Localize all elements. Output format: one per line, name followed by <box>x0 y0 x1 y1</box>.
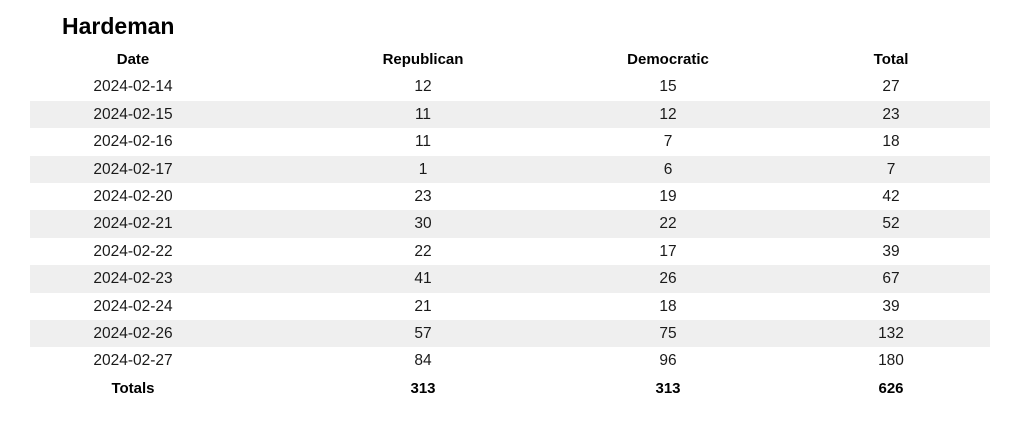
republican-cell: 30 <box>414 215 432 233</box>
republican-cell: 41 <box>414 270 432 288</box>
column-header-date: Date <box>116 51 150 68</box>
table-row: 2024-02-15 11 12 23 <box>30 100 990 129</box>
data-table: Date Republican Democratic Total 2024-02… <box>30 46 990 403</box>
totals-republican: 313 <box>410 379 436 397</box>
total-cell: 52 <box>882 215 900 233</box>
republican-cell: 84 <box>414 352 432 370</box>
democratic-cell: 22 <box>659 215 677 233</box>
republican-cell: 1 <box>418 160 428 178</box>
democratic-cell: 7 <box>663 133 673 151</box>
republican-cell: 23 <box>414 187 432 205</box>
table-row: 2024-02-26 57 75 132 <box>30 319 990 348</box>
table-totals-row: Totals 313 313 626 <box>30 374 990 403</box>
date-cell: 2024-02-16 <box>93 133 173 151</box>
democratic-cell: 75 <box>659 324 677 342</box>
republican-cell: 22 <box>414 242 432 260</box>
date-cell: 2024-02-22 <box>93 242 173 260</box>
democratic-cell: 26 <box>659 270 677 288</box>
republican-cell: 11 <box>414 105 432 123</box>
table-row: 2024-02-14 12 15 27 <box>30 73 990 101</box>
democratic-cell: 6 <box>663 160 673 178</box>
democratic-cell: 19 <box>659 187 677 205</box>
total-cell: 180 <box>878 352 904 370</box>
date-cell: 2024-02-27 <box>93 352 173 370</box>
table-row: 2024-02-23 41 26 67 <box>30 265 990 293</box>
democratic-cell: 96 <box>659 352 677 370</box>
total-cell: 23 <box>882 105 900 123</box>
total-cell: 7 <box>886 160 896 178</box>
date-cell: 2024-02-15 <box>93 105 173 123</box>
total-cell: 39 <box>882 242 900 260</box>
table-row: 2024-02-24 21 18 39 <box>30 292 990 320</box>
total-cell: 18 <box>882 133 900 151</box>
date-cell: 2024-02-23 <box>93 270 173 288</box>
democratic-cell: 17 <box>659 242 677 260</box>
total-cell: 27 <box>882 78 900 96</box>
date-cell: 2024-02-14 <box>93 78 173 96</box>
table-header-row: Date Republican Democratic Total <box>30 46 990 74</box>
totals-total: 626 <box>878 379 904 397</box>
column-header-republican: Republican <box>382 51 464 68</box>
table-row: 2024-02-20 23 19 42 <box>30 182 990 211</box>
date-cell: 2024-02-17 <box>93 160 173 178</box>
column-header-democratic: Democratic <box>627 51 709 68</box>
republican-cell: 12 <box>414 78 432 96</box>
totals-label: Totals <box>111 379 155 397</box>
republican-cell: 21 <box>414 297 432 315</box>
page-title: Hardeman <box>62 13 175 39</box>
democratic-cell: 15 <box>659 78 677 96</box>
total-cell: 39 <box>882 297 900 315</box>
total-cell: 132 <box>878 324 904 342</box>
democratic-cell: 18 <box>659 297 677 315</box>
totals-democratic: 313 <box>655 379 681 397</box>
table-row: 2024-02-21 30 22 52 <box>30 210 990 238</box>
total-cell: 42 <box>882 187 900 205</box>
table-row: 2024-02-22 22 17 39 <box>30 237 990 266</box>
table-row: 2024-02-17 1 6 7 <box>30 155 990 183</box>
date-cell: 2024-02-26 <box>93 324 173 342</box>
table-row: 2024-02-16 11 7 18 <box>30 128 990 156</box>
date-cell: 2024-02-20 <box>93 187 173 205</box>
column-header-total: Total <box>873 51 909 68</box>
date-cell: 2024-02-21 <box>93 215 173 233</box>
table-row: 2024-02-27 84 96 180 <box>30 347 990 375</box>
republican-cell: 11 <box>414 133 432 151</box>
democratic-cell: 12 <box>659 105 677 123</box>
total-cell: 67 <box>882 270 900 288</box>
date-cell: 2024-02-24 <box>93 297 173 315</box>
republican-cell: 57 <box>414 324 432 342</box>
